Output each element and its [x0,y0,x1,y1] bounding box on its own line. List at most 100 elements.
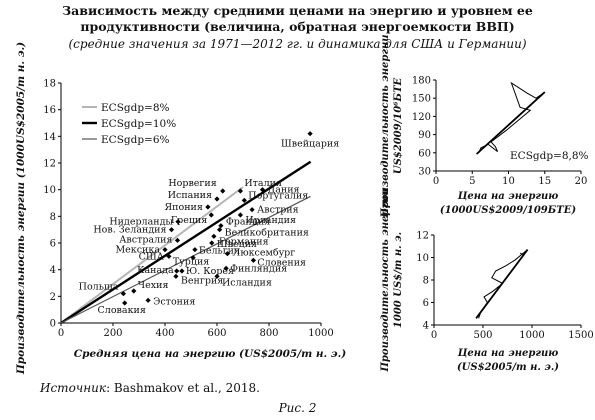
usa-inset-chart: 0 5 10 15 20 30 60 90 120 150 180 ECSgdp=8,8% Цена н… [380,34,589,218]
usa-y-tick-label: 60 [418,148,431,159]
usa-x-tick-label: 20 [575,176,588,187]
country-label: Австрия [257,205,299,216]
country-label: Швеция [217,239,257,250]
germany-x-tick-label: 1500 [568,330,593,341]
usa-fit-line [475,91,546,155]
usa-x-axis-label-line-2: (1000US$2009/109БТЕ) [440,205,576,216]
country-point [173,273,179,279]
country-point [237,188,243,194]
country-point [166,253,172,259]
country-label: Испания [168,190,212,201]
country-point [214,196,220,202]
country-point [162,247,168,253]
country-label: Япония [165,202,203,213]
country-point [259,187,266,193]
germany-x-axis-label-line-1: Цена на энергию [457,348,559,359]
germany-y-tick-label: 4 [423,321,429,332]
main-x-tick-label: 800 [259,328,278,339]
main-y-tick-label: 8 [50,212,56,223]
country-label: Нов. Зеландия [93,225,166,236]
country-label: Словения [257,257,306,268]
country-label: Дания [268,185,300,196]
ecs-line-3 [60,195,311,324]
country-label: Ирландия [245,215,296,226]
germany-inset-chart: 0 500 1000 1500 4 6 8 10 12 Цена на энергию (US$20… [380,188,594,373]
main-scatter-chart: 0 200 400 600 800 1000 0 2 4 6 8 10 12 14 16 18 ECSgdp=8… [15,42,346,375]
country-label: Чехия [138,280,169,291]
country-label: Франция [226,217,270,228]
main-y-tick-label: 12 [43,159,56,170]
usa-ecs-annotation: ECSgdp=8,8% [510,150,589,162]
country-point [131,288,137,294]
main-x-tick-label: 400 [155,328,174,339]
usa-y-tick-label: 150 [412,94,431,105]
country-point [122,300,128,306]
country-label: Германия [219,236,269,247]
germany-x-tick-label: 1000 [519,330,544,341]
main-y-tick-label: 4 [50,265,56,276]
usa-x-tick-label: 10 [502,176,515,187]
country-point [224,251,230,257]
country-point [179,268,185,274]
country-label: Австралия [119,234,172,245]
source-label: Источник [40,381,107,395]
main-y-tick-label: 18 [43,79,56,90]
country-label: Великобритания [225,228,309,239]
source-note: Источник: Bashmakov et al., 2018. [40,381,260,395]
country-label: Венгрия [181,275,223,286]
main-x-tick-label: 200 [103,328,122,339]
country-label: Италия [244,178,282,189]
main-y-tick-label: 10 [43,185,56,196]
country-point [214,273,220,279]
country-point [223,265,229,271]
country-label: Норвегия [168,178,216,189]
usa-y-tick-label: 30 [418,167,431,178]
usa-trajectory-line [478,81,544,153]
usa-y-tick-label: 180 [412,76,431,87]
country-label: Люксембург [232,248,295,259]
country-label: Словакия [98,305,146,316]
germany-x-axis-label-line-2: (US$2005/т н. э.) [457,362,559,373]
usa-x-axis-label-line-1: Цена на энергию [457,191,559,202]
country-point [217,227,223,233]
country-label: Швейцария [281,139,339,150]
country-point [190,255,196,261]
chart-subtitle: (средние значения за 1971—2012 гг. и дин… [68,37,527,51]
main-y-tick-label: 6 [50,239,56,250]
country-point [241,197,247,203]
usa-y-axis-label-line-2: US$2009/10⁶БТЕ [393,77,404,174]
country-label: Турция [173,257,209,268]
ecs-line-1 [60,186,244,324]
country-label: Исландия [222,277,272,288]
legend-label-1: ECSgdp=8% [101,102,170,114]
germany-x-tick-label: 0 [431,330,437,341]
country-label: Бельгия [199,246,240,257]
country-point [168,227,175,233]
main-y-tick-label: 0 [50,319,56,330]
usa-x-tick-label: 15 [538,176,551,187]
usa-y-tick-label: 90 [418,130,431,141]
germany-y-tick-label: 10 [416,253,429,264]
country-point [218,223,224,229]
main-x-tick-label: 1000 [308,328,333,339]
country-point [307,131,313,137]
country-point [220,188,226,194]
country-label: Эстония [153,296,195,307]
main-y-axis-label: Производительность энергии (1000US$2005/… [15,42,27,375]
usa-x-tick-label: 0 [433,176,439,187]
usa-y-tick-label: 120 [412,112,431,123]
country-label: Канада [137,265,174,276]
main-y-tick-label: 14 [43,132,56,143]
chart-title-line-2: продуктивности (величина, обратная энерг… [80,19,515,34]
country-label: Португалия [248,190,308,201]
usa-x-tick-label: 5 [469,176,475,187]
country-point [174,237,181,243]
germany-y-axis-label-line-1: Производительность энергии [380,188,391,372]
source-text: : Bashmakov et al., 2018. [106,381,260,395]
country-point [175,219,181,225]
country-point [237,212,243,218]
country-point [211,233,217,239]
country-label: Ю. Корея [186,266,234,277]
ecs-line-2 [60,160,312,325]
